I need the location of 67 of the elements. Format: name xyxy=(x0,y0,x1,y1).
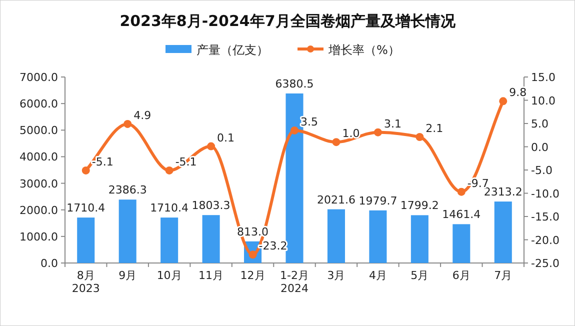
y-tick-label: 7000.0 xyxy=(20,71,58,84)
y2-tick-label: -10.0 xyxy=(531,187,560,200)
bar xyxy=(369,210,387,263)
chart-title: 2023年8月-2024年7月全国卷烟产量及增长情况 xyxy=(120,12,456,30)
data-label: 1710.4 xyxy=(66,202,106,215)
data-label: 2386.3 xyxy=(108,184,147,197)
y-tick-label: 0.0 xyxy=(40,257,58,270)
y2-tick-label: -15.0 xyxy=(531,210,560,224)
x-tick-label: 1-2月 2024 xyxy=(280,269,309,295)
x-tick-label: 7月 xyxy=(494,269,512,282)
point xyxy=(82,166,90,174)
data-label: 1461.4 xyxy=(442,208,481,222)
bar xyxy=(160,218,178,263)
data-label: -5.1 xyxy=(92,155,114,168)
data-label: 0.1 xyxy=(217,131,235,144)
point xyxy=(416,132,424,141)
y2-tick-label: 5.0 xyxy=(531,118,548,130)
data-label: 2313.2 xyxy=(484,186,522,199)
y-tick-label: 6000.0 xyxy=(20,98,58,111)
data-label: 1979.7 xyxy=(358,194,398,208)
y-tick-label: 4000.0 xyxy=(20,150,58,164)
data-label: 1710.4 xyxy=(150,202,189,215)
x-tick-label: 6月 xyxy=(452,269,470,282)
y2-tick-label: -20.0 xyxy=(531,234,560,247)
point xyxy=(332,138,340,146)
point xyxy=(124,120,132,128)
bar xyxy=(452,224,470,263)
x-tick-label: 8月 2023 xyxy=(72,269,100,295)
point xyxy=(457,188,466,196)
point xyxy=(499,97,508,106)
x-tick-label: 12月 xyxy=(240,269,266,282)
data-label: 1.0 xyxy=(342,127,360,140)
bar xyxy=(202,215,220,263)
bar xyxy=(77,218,95,263)
data-label: 3.1 xyxy=(384,117,402,130)
y2-tick-label: -25.0 xyxy=(531,257,560,270)
y-tick-label: 1000.0 xyxy=(20,230,58,244)
point xyxy=(165,166,174,174)
data-label: 9.8 xyxy=(509,86,527,100)
data-label: 1799.2 xyxy=(400,199,439,212)
x-tick-label: 4月 xyxy=(368,269,387,282)
x-tick-label: 10月 xyxy=(156,269,182,282)
bar xyxy=(410,215,428,263)
data-label: 4.9 xyxy=(134,108,152,122)
legend-label: 增长率（%） xyxy=(328,43,400,57)
legend-label: 产量（亿支） xyxy=(196,43,268,57)
point xyxy=(374,128,382,136)
y-tick-label: 5000.0 xyxy=(20,124,58,138)
data-label: 1803.3 xyxy=(192,199,230,212)
x-tick-label: 9月 xyxy=(118,269,137,282)
y-tick-label: 2000.0 xyxy=(20,204,58,217)
bar xyxy=(118,200,136,263)
point xyxy=(207,142,216,150)
x-tick-label: 5月 xyxy=(410,269,429,282)
x-tick-label: 11月 xyxy=(198,269,224,282)
y-tick-label: 3000.0 xyxy=(20,177,58,190)
y2-tick-label: 0.0 xyxy=(531,140,548,154)
x-tick-label: 3月 xyxy=(327,269,346,282)
y2-tick-label: 15.0 xyxy=(531,71,556,84)
data-label: 6380.5 xyxy=(275,77,314,90)
point xyxy=(290,126,298,134)
data-label: 2.1 xyxy=(426,122,444,135)
bar xyxy=(494,202,512,263)
y2-tick-label: 10.0 xyxy=(531,94,556,108)
y2-tick-label: -5.0 xyxy=(531,164,552,177)
bar xyxy=(327,209,345,263)
data-label: 2021.6 xyxy=(316,193,356,206)
